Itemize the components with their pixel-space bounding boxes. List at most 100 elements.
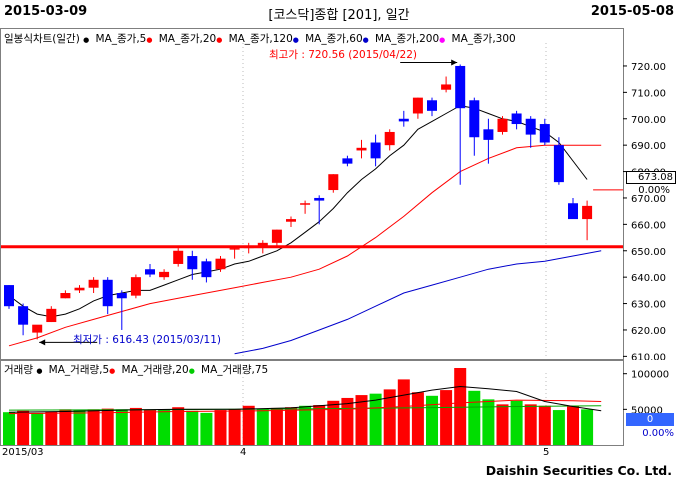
candle[interactable] [300, 200, 311, 214]
candle[interactable] [525, 116, 536, 148]
y-tick-label: 620.00 [631, 326, 666, 337]
volume-bar[interactable] [73, 410, 86, 445]
volume-bar[interactable] [468, 390, 481, 445]
y-tick-label: 50000 [631, 405, 663, 416]
volume-bar[interactable] [411, 392, 424, 445]
candle[interactable] [18, 303, 29, 336]
candle[interactable] [427, 97, 437, 117]
candle[interactable] [582, 200, 593, 241]
candle[interactable] [116, 290, 127, 330]
volume-bar[interactable] [496, 404, 509, 445]
candle[interactable] [342, 155, 353, 167]
price-panel[interactable]: 일봉식차트(일간) ● MA_종가,5● MA_종가,20● MA_종가,120… [0, 28, 624, 360]
volume-bar[interactable] [524, 404, 537, 445]
legend-item: MA_거래량,20 [121, 364, 189, 376]
volume-bar[interactable] [129, 407, 142, 445]
volume-bar[interactable] [17, 410, 30, 445]
candle[interactable] [173, 248, 184, 267]
candle[interactable] [497, 116, 508, 135]
candle[interactable] [130, 274, 141, 299]
y-tick-label: 710.00 [631, 88, 666, 99]
volume-bar[interactable] [355, 395, 368, 445]
candle[interactable] [511, 110, 522, 130]
volume-bar[interactable] [454, 367, 467, 445]
volume-bar[interactable] [327, 400, 340, 445]
volume-bar[interactable] [158, 409, 171, 445]
candle[interactable] [159, 269, 170, 280]
candle[interactable] [441, 76, 452, 93]
volume-bar[interactable] [313, 405, 326, 445]
volume-panel[interactable]: 거래량 ● MA_거래량,5● MA_거래량,20● MA_거래량,75 [0, 360, 624, 446]
volume-ma-line [8, 399, 602, 415]
volume-bar[interactable] [3, 412, 15, 445]
candle[interactable] [370, 134, 381, 167]
volume-bar[interactable] [256, 408, 269, 445]
volume-bar[interactable] [228, 409, 241, 445]
candle[interactable] [243, 242, 254, 254]
candle[interactable] [384, 129, 395, 151]
volume-bar[interactable] [285, 407, 297, 445]
candle[interactable] [483, 118, 494, 164]
volume-bar[interactable] [31, 412, 44, 445]
volume-bar[interactable] [510, 400, 523, 445]
volume-bar[interactable] [242, 405, 255, 445]
candle[interactable] [187, 250, 198, 280]
candle[interactable] [229, 245, 240, 259]
candle[interactable] [271, 229, 282, 246]
volume-bar[interactable] [482, 399, 495, 445]
volume-bar[interactable] [59, 409, 72, 445]
volume-bar[interactable] [299, 405, 312, 445]
volume-legend: 거래량 ● MA_거래량,5● MA_거래량,20● MA_거래량,75 [4, 362, 268, 377]
volume-bar[interactable] [186, 410, 199, 445]
volume-bar[interactable] [426, 395, 438, 445]
volume-bar[interactable] [369, 393, 382, 445]
candle[interactable] [46, 306, 57, 323]
volume-bar[interactable] [101, 408, 114, 445]
volume-ma-line [8, 385, 602, 413]
volume-bar[interactable] [200, 412, 213, 445]
volume-bar[interactable] [87, 409, 100, 445]
candle[interactable] [412, 97, 423, 119]
legend-item: MA_종가,20 [158, 33, 217, 45]
volume-bar[interactable] [214, 410, 227, 445]
volume-bar[interactable] [115, 409, 128, 445]
volume-bar[interactable] [383, 389, 396, 445]
candle[interactable] [4, 285, 14, 309]
volume-chart[interactable] [1, 361, 623, 445]
candlestick-chart[interactable] [1, 29, 623, 359]
candle[interactable] [455, 64, 466, 185]
volume-bar[interactable] [172, 407, 185, 445]
candle[interactable] [201, 258, 212, 283]
candle[interactable] [553, 137, 564, 185]
candle[interactable] [539, 118, 550, 146]
candle[interactable] [568, 197, 578, 220]
candle[interactable] [314, 195, 325, 225]
volume-bar[interactable] [45, 411, 58, 445]
candle[interactable] [398, 110, 409, 127]
candle[interactable] [60, 290, 71, 299]
volume-bar[interactable] [538, 405, 551, 445]
candle[interactable] [469, 97, 480, 156]
candle[interactable] [74, 285, 85, 293]
volume-bar[interactable] [581, 409, 594, 445]
legend-marker-icon: ● [83, 36, 92, 44]
volume-bar[interactable] [341, 397, 354, 445]
price-legend: 일봉식차트(일간) ● MA_종가,5● MA_종가,20● MA_종가,120… [4, 31, 516, 46]
volume-y-axis: 50000 100000 [622, 360, 678, 446]
volume-bar[interactable] [397, 379, 410, 445]
candle[interactable] [356, 139, 367, 159]
candle[interactable] [32, 324, 43, 340]
candle[interactable] [102, 277, 113, 315]
volume-bar[interactable] [567, 405, 579, 445]
candle[interactable] [257, 240, 268, 254]
candle[interactable] [328, 174, 339, 193]
candle[interactable] [145, 263, 155, 278]
volume-bar[interactable] [144, 410, 156, 445]
volume-bar[interactable] [440, 390, 453, 445]
legend-marker-icon: ● [188, 367, 198, 375]
candle[interactable] [215, 256, 226, 272]
volume-bar[interactable] [552, 410, 565, 445]
candle[interactable] [286, 216, 296, 227]
candle[interactable] [88, 277, 99, 293]
volume-bar[interactable] [270, 407, 283, 445]
